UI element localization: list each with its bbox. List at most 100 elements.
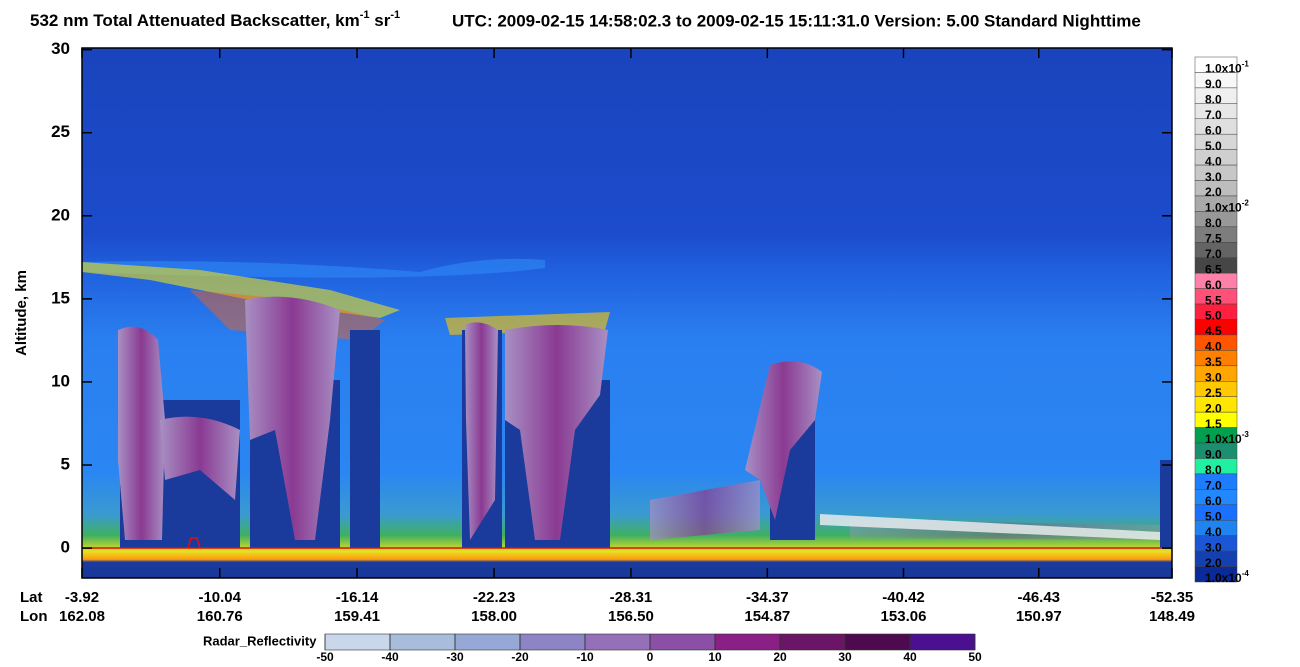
colorbar-label-exponent: -4 — [1242, 569, 1250, 578]
radar-swatch — [649, 633, 716, 651]
radar-swatch — [714, 633, 781, 651]
title-text: 532 nm Total Attenuated Backscatter, km — [30, 11, 360, 30]
colorbar-label: 9.0 — [1205, 448, 1222, 462]
colorbar-label: 2.0 — [1205, 185, 1222, 199]
radar-swatch — [519, 633, 586, 651]
lon-label: 158.00 — [471, 608, 517, 625]
y-tick-label: 20 — [51, 205, 70, 224]
chart-title: 532 nm Total Attenuated Backscatter, km-… — [30, 9, 400, 31]
lon-label: 156.50 — [608, 608, 654, 625]
radar-swatch — [454, 633, 521, 651]
colorbar-label: 9.0 — [1205, 77, 1222, 91]
colorbar-label: 2.0 — [1205, 401, 1222, 415]
x-row-label: Lat — [20, 589, 43, 606]
y-tick-label: 5 — [61, 455, 70, 474]
colorbar-label-base: 1.0x10 — [1205, 201, 1242, 215]
radar-tick-label: -50 — [316, 650, 334, 664]
colorbar-label: 8.0 — [1205, 93, 1222, 107]
colorbar-label: 7.5 — [1205, 232, 1222, 246]
radar-label: Radar_Reflectivity — [203, 633, 317, 648]
colorbar-label: 3.0 — [1205, 540, 1222, 554]
lon-label: 162.08 — [59, 608, 105, 625]
colorbar-label: 3.5 — [1205, 355, 1222, 369]
radar-tick-label: 0 — [647, 650, 654, 664]
title-superscript: -1 — [390, 9, 400, 21]
colorbar-label-exponent: -3 — [1242, 430, 1250, 439]
colorbar-swatch — [1194, 566, 1238, 583]
y-tick-label: 10 — [51, 371, 70, 390]
radar-tick-label: 20 — [773, 650, 787, 664]
colorbar-label: 1.0x10-3 — [1205, 430, 1249, 446]
radar-swatch — [844, 633, 911, 651]
title-text: sr — [370, 11, 391, 30]
radar-tick-label: -30 — [446, 650, 464, 664]
chart-subtitle: UTC: 2009-02-15 14:58:02.3 to 2009-02-15… — [452, 11, 1141, 30]
colorbar-label-base: 1.0x10 — [1205, 62, 1242, 76]
colorbar-label: 7.0 — [1205, 479, 1222, 493]
lat-label: -52.35 — [1151, 589, 1194, 606]
colorbar-label: 5.0 — [1205, 509, 1222, 523]
colorbar-label: 7.0 — [1205, 247, 1222, 261]
radar-tick-label: -10 — [576, 650, 594, 664]
colorbar-label: 2.5 — [1205, 386, 1222, 400]
colorbar-label: 5.0 — [1205, 309, 1222, 323]
colorbar-label: 3.0 — [1205, 170, 1222, 184]
colorbar-label: 6.0 — [1205, 123, 1222, 137]
plot-frame — [81, 47, 1173, 579]
colorbar-label: 4.5 — [1205, 324, 1222, 338]
colorbar-label: 4.0 — [1205, 154, 1222, 168]
lat-label: -16.14 — [336, 589, 379, 606]
surface-line — [187, 537, 201, 549]
y-axis-label: Altitude, km — [13, 270, 30, 356]
lat-label: -22.23 — [473, 589, 516, 606]
lon-label: 153.06 — [881, 608, 927, 625]
lat-label: -28.31 — [610, 589, 653, 606]
y-tick-label: 25 — [51, 122, 70, 141]
lon-label: 150.97 — [1016, 608, 1062, 625]
colorbar-label: 8.0 — [1205, 463, 1222, 477]
colorbar-label: 6.0 — [1205, 494, 1222, 508]
curtain-image — [82, 48, 1172, 578]
radar-swatch — [779, 633, 846, 651]
radar-tick-label: 40 — [903, 650, 917, 664]
radar-swatch — [389, 633, 456, 651]
colorbar-label: 4.0 — [1205, 340, 1222, 354]
colorbar-label: 1.0x10-2 — [1205, 199, 1249, 215]
colorbar-label: 4.0 — [1205, 525, 1222, 539]
lat-label: -34.37 — [746, 589, 789, 606]
lon-label: 159.41 — [334, 608, 380, 625]
colorbar-label: 7.0 — [1205, 108, 1222, 122]
colorbar-label-exponent: -1 — [1242, 60, 1250, 69]
y-tick-label: 30 — [51, 39, 70, 58]
title-superscript: -1 — [360, 9, 370, 21]
lon-label: 148.49 — [1149, 608, 1195, 625]
y-tick-label: 0 — [61, 538, 70, 557]
lon-label: 154.87 — [744, 608, 790, 625]
colorbar-label: 8.0 — [1205, 216, 1222, 230]
radar-tick-label: 30 — [838, 650, 852, 664]
lon-label: 160.76 — [197, 608, 243, 625]
colorbar-label: 6.0 — [1205, 278, 1222, 292]
radar-swatch — [584, 633, 651, 651]
y-tick-label: 15 — [51, 288, 70, 307]
colorbar-label: 3.0 — [1205, 370, 1222, 384]
lat-label: -46.43 — [1017, 589, 1060, 606]
radar-tick-label: 50 — [968, 650, 982, 664]
lat-label: -10.04 — [198, 589, 241, 606]
lat-label: -40.42 — [882, 589, 925, 606]
colorbar-label-base: 1.0x10 — [1205, 571, 1242, 585]
colorbar-label: 5.0 — [1205, 139, 1222, 153]
radar-swatch — [324, 633, 391, 651]
x-row-label: Lon — [20, 608, 48, 625]
radar-tick-label: -40 — [381, 650, 399, 664]
colorbar-label: 1.0x10-4 — [1205, 569, 1249, 585]
colorbar-label: 1.5 — [1205, 417, 1222, 431]
lat-label: -3.92 — [65, 589, 99, 606]
radar-swatch — [909, 633, 976, 651]
radar-tick-label: -20 — [511, 650, 529, 664]
colorbar-label-base: 1.0x10 — [1205, 432, 1242, 446]
colorbar-label: 2.0 — [1205, 556, 1222, 570]
colorbar-label-exponent: -2 — [1242, 199, 1250, 208]
